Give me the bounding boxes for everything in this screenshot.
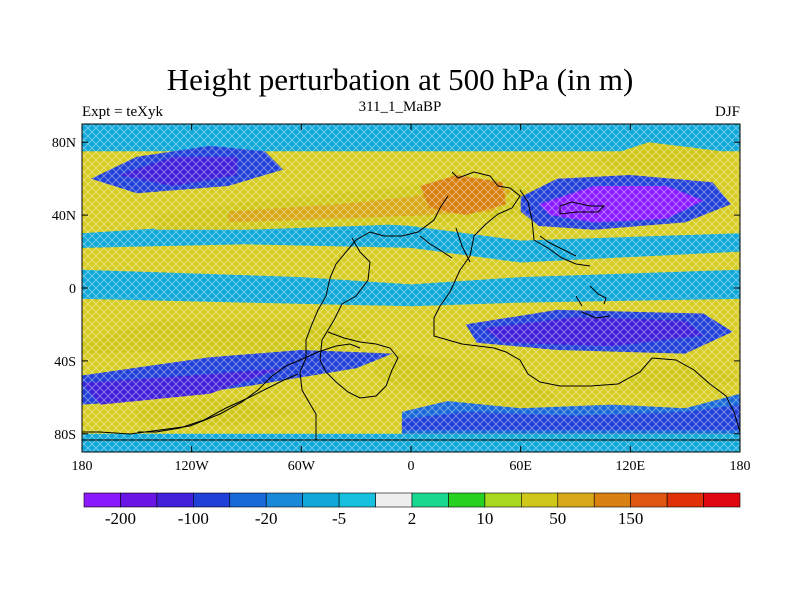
- coastline-s-america: [319, 237, 399, 399]
- colorbar-label: -5: [332, 509, 346, 528]
- coastline-se-asia: [575, 285, 611, 319]
- colorbar-swatch: [338, 492, 376, 508]
- x-tick-label: 180: [730, 459, 751, 474]
- season-label: DJF: [714, 104, 740, 120]
- coastline-mideast: [559, 201, 606, 215]
- coastline-australia: [138, 373, 299, 433]
- y-tick-label: 40S: [54, 355, 76, 370]
- x-tick-label: 120E: [616, 459, 646, 474]
- colorbar-swatch: [484, 492, 522, 508]
- colorbar-swatch: [593, 492, 631, 508]
- chart-title: Height perturbation at 500 hPa (in m): [166, 62, 634, 97]
- colorbar-swatch: [557, 492, 595, 508]
- x-tick-label: 60W: [288, 459, 316, 474]
- colorbar: -200 -100 -20 -5 2 10 50 150: [83, 492, 741, 528]
- colorbar-label: 150: [618, 509, 644, 528]
- y-tick-label: 40N: [52, 209, 76, 224]
- y-tick-label: 80N: [52, 136, 76, 151]
- y-tick-label: 80S: [54, 428, 76, 443]
- coastline-americas: [433, 171, 740, 440]
- field-layer: [82, 124, 740, 452]
- hatch-overlay: [82, 124, 740, 452]
- colorbar-swatch: [521, 492, 559, 508]
- colorbar-swatch: [120, 492, 158, 508]
- experiment-label: Expt = teXyk: [82, 104, 163, 120]
- coastline-atlantic: [299, 195, 449, 440]
- coastline-eurasia: [519, 189, 591, 267]
- coastline-antarctic: [82, 343, 740, 441]
- run-label: 311_1_MaBP: [358, 99, 442, 115]
- x-tick-label: 180: [72, 459, 93, 474]
- colorbar-swatch: [156, 492, 194, 508]
- colorbar-swatch: [703, 492, 741, 508]
- colorbar-swatch: [630, 492, 668, 508]
- plot-field: [82, 124, 740, 452]
- colorbar-swatch: [83, 492, 121, 508]
- colorbar-swatch: [448, 492, 486, 508]
- colorbar-label: -20: [255, 509, 278, 528]
- colorbar-swatch: [411, 492, 449, 508]
- x-tick-label: 60E: [509, 459, 532, 474]
- colorbar-swatch: [229, 492, 267, 508]
- coastline-layer: [82, 171, 740, 441]
- colorbar-label: 10: [476, 509, 493, 528]
- colorbar-swatch: [193, 492, 231, 508]
- colorbar-swatch: [375, 492, 413, 508]
- axis-layer: 180 120W 60W 0 60E 120E 180 80N 40N 0 40S 80S: [52, 124, 751, 474]
- colorbar-label: 50: [549, 509, 566, 528]
- colorbar-label: -200: [105, 509, 136, 528]
- colorbar-swatch: [302, 492, 340, 508]
- x-tick-label: 120W: [175, 459, 210, 474]
- coastline-n-africa: [419, 227, 471, 263]
- y-tick-label: 0: [69, 282, 76, 297]
- colorbar-swatch: [265, 492, 303, 508]
- colorbar-swatch: [666, 492, 704, 508]
- colorbar-label: -100: [178, 509, 209, 528]
- colorbar-label: 2: [408, 509, 417, 528]
- x-tick-label: 0: [408, 459, 415, 474]
